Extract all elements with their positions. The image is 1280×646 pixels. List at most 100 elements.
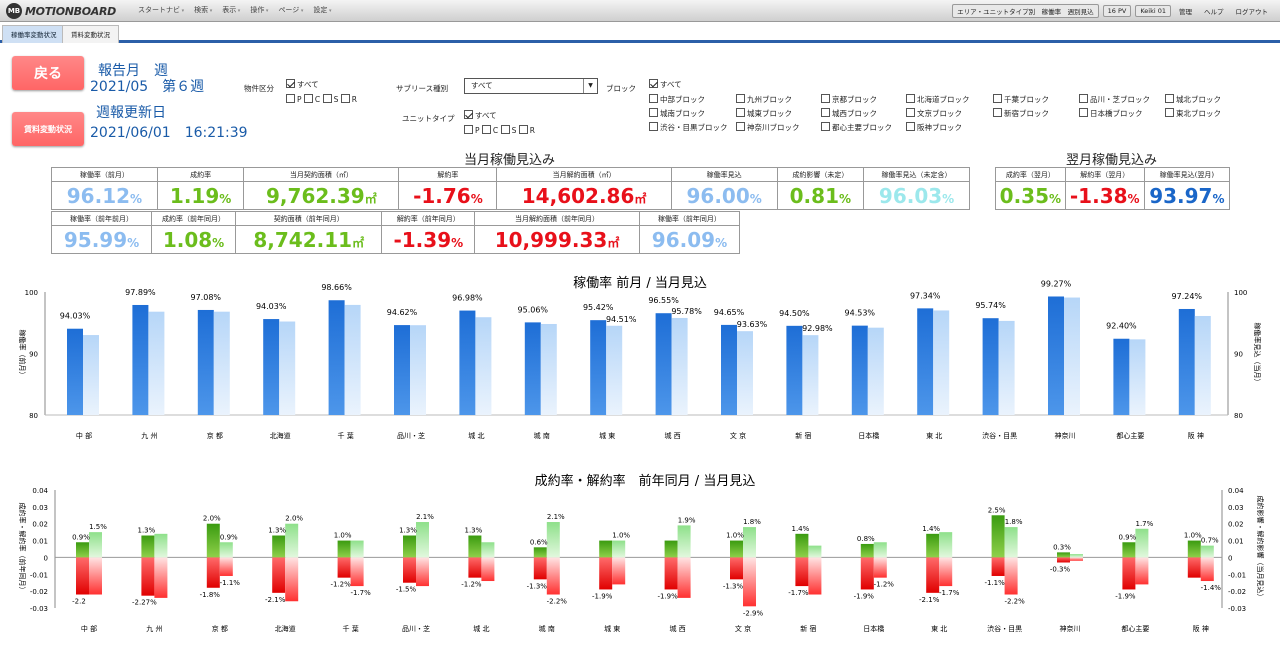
kpi-unit: ㎡	[352, 235, 365, 250]
checkbox-r[interactable]	[518, 125, 528, 134]
bar-current-forecast	[867, 327, 884, 415]
bar-current-forecast	[1129, 339, 1146, 415]
bar-current-forecast	[1194, 315, 1211, 415]
bar-cancel-forecast	[873, 557, 887, 578]
block-all-checkbox[interactable]: すべて	[649, 79, 682, 90]
checkbox-r[interactable]	[340, 94, 350, 103]
block-checkbox-item[interactable]: 文京ブロック	[906, 108, 962, 119]
checkbox-c[interactable]	[303, 94, 313, 103]
data-label: -2.2%	[547, 598, 568, 606]
block-checkbox-item[interactable]: 城東ブロック	[736, 108, 792, 119]
bar-cancel-forecast	[808, 557, 822, 595]
kpi-value: 96.09%	[638, 225, 741, 254]
logout-link[interactable]: ログアウト	[1235, 8, 1269, 16]
admin-link[interactable]: 管理	[1179, 8, 1192, 16]
menu-settings[interactable]: 設定	[313, 5, 331, 15]
tab-rent-status[interactable]: 賃料変動状況	[62, 25, 119, 43]
bar-contract-prev-year	[403, 535, 416, 558]
x-tick-label: 神奈川	[1060, 624, 1081, 633]
checkbox-s[interactable]	[322, 94, 332, 103]
kpi-header: 成約率（前年同月）	[151, 211, 236, 226]
app-logo[interactable]: MB MOTIONBOARD	[6, 3, 116, 19]
data-label: -2.2%	[1004, 598, 1025, 606]
block-checkbox-item[interactable]: 千葉ブロック	[993, 94, 1049, 105]
menu-operation[interactable]: 操作	[250, 5, 268, 15]
block-checkbox-item[interactable]: 品川・芝ブロック	[1079, 94, 1150, 105]
x-tick-label: 新 宿	[800, 624, 816, 633]
block-checkbox-item[interactable]: 渋谷・目黒ブロック	[649, 122, 728, 133]
unit-all-checkbox[interactable]: すべて	[464, 110, 497, 121]
back-button[interactable]: 戻る	[12, 56, 84, 90]
block-checkbox-item[interactable]: 九州ブロック	[736, 94, 792, 105]
current-month-title: 当月稼働見込み	[464, 153, 556, 168]
checkbox-icon	[736, 108, 745, 117]
block-checkbox-item[interactable]: 城南ブロック	[649, 108, 705, 119]
y2-tick-label: 100	[1234, 289, 1247, 297]
block-checkbox-item[interactable]: 日本橋ブロック	[1079, 108, 1143, 119]
service-select[interactable]: すべて ▼	[464, 78, 598, 94]
data-label: 93.63%	[737, 320, 768, 329]
y-tick-label: 100	[25, 289, 38, 297]
x-tick-label: 京 都	[212, 624, 228, 633]
board-selector[interactable]: エリア・ユニットタイプ別 稼働率 週別見込	[952, 4, 1099, 18]
checkbox-s[interactable]	[500, 125, 510, 134]
x-tick-label: 品川・芝	[402, 624, 430, 633]
y2-tick-label: 0.01	[1228, 538, 1244, 546]
data-label: 1.0%	[726, 532, 744, 540]
help-link[interactable]: ヘルプ	[1204, 8, 1224, 16]
user-button[interactable]: Keiki 01	[1135, 5, 1171, 17]
checkbox-p[interactable]	[286, 94, 295, 103]
checkbox-p[interactable]	[464, 125, 473, 134]
menu-page[interactable]: ページ	[278, 5, 303, 15]
kpi-value: 95.99%	[50, 225, 153, 254]
kpi-header: 当月契約面積（㎡）	[243, 167, 400, 182]
block-checkbox-item[interactable]: 阪神ブロック	[906, 122, 962, 133]
block-checkbox-item[interactable]: 城西ブロック	[821, 108, 877, 119]
bar-cancel-prev-year	[795, 557, 809, 587]
block-checkbox-item[interactable]: 東北ブロック	[1165, 108, 1221, 119]
bar-cancel-prev-year	[1187, 557, 1201, 578]
next-month-title: 翌月稼働見込み	[1066, 153, 1158, 168]
kpi-unit: %	[127, 235, 140, 250]
kpi-number: 14,602.86	[521, 183, 635, 208]
checkbox-c[interactable]	[481, 125, 491, 134]
bar-contract-forecast	[939, 532, 953, 558]
property-all-checkbox[interactable]: すべて	[286, 79, 319, 90]
bar-cancel-prev-year	[206, 557, 220, 588]
property-filter-label: 物件区分	[244, 84, 274, 93]
tab-occupancy-status[interactable]: 稼働率変動状況	[2, 25, 66, 43]
data-label: 2.5%	[988, 506, 1006, 514]
bar-contract-prev-year	[991, 515, 1005, 558]
data-label: 1.3%	[465, 527, 483, 535]
block-checkbox-item[interactable]: 新宿ブロック	[993, 108, 1049, 119]
block-checkbox-item[interactable]: 北海道ブロック	[906, 94, 970, 105]
rent-status-button[interactable]: 賃料変動状況	[12, 112, 84, 146]
menu-view[interactable]: 表示	[222, 5, 240, 15]
x-tick-label: 品川・芝	[397, 431, 425, 440]
data-label: 0.9%	[220, 533, 238, 541]
x-tick-label: 千 葉	[342, 624, 358, 633]
bar-cancel-forecast	[89, 557, 102, 595]
bar-cancel-prev-year	[1057, 557, 1070, 563]
block-checkbox-item[interactable]: 京都ブロック	[821, 94, 877, 105]
data-label: 94.50%	[779, 309, 810, 318]
bar-contract-prev-year	[1122, 542, 1136, 558]
data-label: -2.27%	[132, 599, 157, 607]
kpi-value: 9,762.39㎡	[243, 181, 400, 210]
block-checkbox-item[interactable]: 城北ブロック	[1165, 94, 1221, 105]
block-checkbox-item[interactable]: 都心主要ブロック	[821, 122, 892, 133]
bar-prev-month	[197, 309, 214, 415]
data-label: 92.98%	[802, 324, 833, 333]
bar-cancel-forecast	[1200, 557, 1214, 582]
menu-start-navi[interactable]: スタートナビ	[138, 5, 184, 15]
x-tick-label: 阪 神	[1193, 624, 1209, 633]
data-label: 2.1%	[547, 513, 565, 521]
block-checkbox-item[interactable]: 中部ブロック	[649, 94, 705, 105]
bar-prev-month	[590, 320, 607, 415]
x-tick-label: 神奈川	[1055, 431, 1076, 440]
bar-contract-prev-year	[926, 533, 940, 558]
bar-current-forecast	[1064, 297, 1080, 415]
y-tick-label: 0.04	[32, 487, 48, 495]
block-checkbox-item[interactable]: 神奈川ブロック	[736, 122, 800, 133]
menu-search[interactable]: 検索	[194, 5, 212, 15]
